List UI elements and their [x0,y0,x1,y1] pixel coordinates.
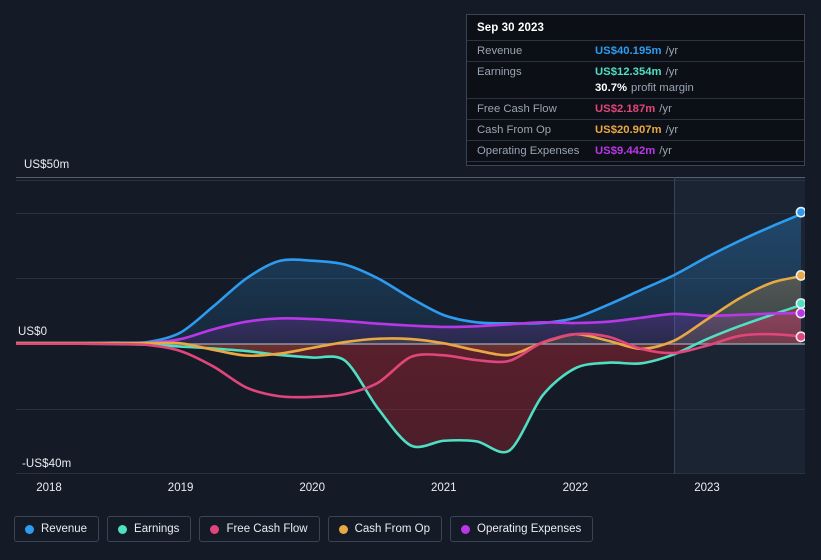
tooltip-key-revenue: Revenue [477,45,523,57]
tooltip-key-cash-from-op: Cash From Op [477,124,552,136]
legend-item-operating-expenses[interactable]: Operating Expenses [450,516,594,542]
tooltip-row-operating-expenses: Operating Expenses US$9.442m /yr [467,140,804,161]
legend-label: Operating Expenses [477,523,582,535]
legend-item-earnings[interactable]: Earnings [107,516,192,542]
legend-color-dot-icon [118,524,128,534]
x-axis: 2018 2019 2020 2021 2022 2023 [16,482,805,498]
tooltip-value-profit-margin: 30.7% [595,82,628,94]
tooltip-key-free-cash-flow: Free Cash Flow [477,103,557,115]
tooltip-unit-operating-expenses: /yr [659,145,672,157]
tooltip-unit-revenue: /yr [665,45,679,57]
endpoint-marker-free-cash-flow[interactable] [795,331,805,343]
line-cash-from-op [16,273,805,358]
chart-legend: Revenue Earnings Free Cash Flow Cash From O… [14,516,594,542]
endpoint-marker-revenue[interactable] [795,206,805,218]
legend-color-dot-icon [338,524,348,534]
chart-plot-area[interactable] [16,177,805,474]
chart-svg [16,177,805,474]
tooltip-unit-free-cash-flow: /yr [659,103,672,115]
legend-item-revenue[interactable]: Revenue [14,516,100,542]
legend-item-cash-from-op[interactable]: Cash From Op [327,516,443,542]
legend-label: Earnings [134,523,180,535]
tooltip-bottom-divider [467,161,804,165]
legend-label: Free Cash Flow [226,523,308,535]
legend-label: Revenue [41,523,88,535]
tooltip-key-operating-expenses: Operating Expenses [477,145,580,157]
line-free-cash-flow [16,332,805,399]
tooltip-unit-earnings: /yr [665,66,679,78]
x-axis-tick-2022: 2022 [562,482,589,494]
tooltip-value-earnings: US$12.354m [595,66,662,78]
area-revenue [16,211,805,344]
data-tooltip: Sep 30 2023 Revenue US$40.195m /yr Earni… [466,14,805,166]
tooltip-key-earnings: Earnings [477,66,522,78]
legend-color-dot-icon [25,524,34,534]
area-earnings [16,302,805,453]
tooltip-row-revenue: Revenue US$40.195m /yr [467,40,804,61]
series-lines [16,210,805,454]
tooltip-row-profit-margin: 30.7% profit margin [467,82,804,98]
legend-color-dot-icon [461,524,471,534]
tooltip-value-revenue: US$40.195m [595,45,662,57]
legend-label: Cash From Op [354,523,431,535]
tooltip-date: Sep 30 2023 [477,22,544,34]
x-axis-tick-2021: 2021 [431,482,457,494]
series-endpoint-markers[interactable] [795,206,805,343]
endpoint-marker-operating-expenses[interactable] [795,307,805,319]
tooltip-label-profit-margin: profit margin [631,82,694,94]
y-axis-label-top: US$50m [24,159,70,171]
endpoint-marker-earnings[interactable] [795,298,805,309]
y-axis-label-zero: US$0 [18,326,48,338]
tooltip-value-cash-from-op: US$20.907m [595,124,662,136]
x-axis-tick-2019: 2019 [167,482,194,494]
legend-color-dot-icon [210,524,220,534]
x-axis-tick-2020: 2020 [299,482,325,494]
tooltip-value-operating-expenses: US$9.442m [595,145,656,157]
x-axis-tick-2023: 2023 [694,482,720,494]
tooltip-row-earnings: Earnings US$12.354m /yr [467,61,804,82]
legend-item-free-cash-flow[interactable]: Free Cash Flow [199,516,320,542]
tooltip-row-cash-from-op: Cash From Op US$20.907m /yr [467,119,804,140]
y-axis-label-bottom: -US$40m [22,458,72,470]
tooltip-unit-cash-from-op: /yr [665,124,679,136]
tooltip-row-free-cash-flow: Free Cash Flow US$2.187m /yr [467,98,804,119]
tooltip-value-free-cash-flow: US$2.187m [595,103,656,115]
endpoint-marker-cash-from-op[interactable] [795,270,805,281]
x-axis-tick-2018: 2018 [36,482,62,494]
